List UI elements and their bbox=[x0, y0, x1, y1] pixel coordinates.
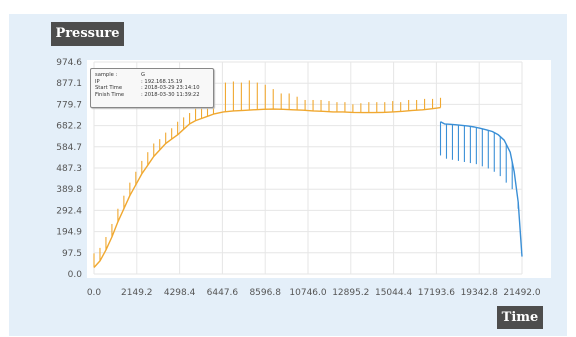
y-axis-title: Pressure bbox=[51, 22, 124, 46]
y-tick-label: 389.8 bbox=[56, 185, 82, 195]
x-tick-label: 10746.0 bbox=[289, 288, 326, 298]
y-tick-label: 194.9 bbox=[56, 228, 82, 238]
x-tick-label: 4298.4 bbox=[164, 288, 196, 298]
y-tick-label: 97.5 bbox=[62, 249, 82, 259]
y-tick-label: 0.0 bbox=[68, 270, 83, 280]
y-tick-label: 292.4 bbox=[56, 206, 82, 216]
x-axis-title: Time bbox=[497, 306, 543, 329]
x-tick-label: 17193.6 bbox=[418, 288, 455, 298]
x-tick-label: 6447.6 bbox=[207, 288, 239, 298]
x-tick-label: 0.0 bbox=[87, 288, 102, 298]
y-tick-label: 779.7 bbox=[56, 100, 82, 110]
x-tick-label: 21492.0 bbox=[503, 288, 540, 298]
y-tick-label: 877.1 bbox=[56, 79, 82, 89]
x-tick-label: 8596.8 bbox=[249, 288, 281, 298]
info-row-sample: sample :G bbox=[95, 72, 146, 78]
info-row-start-time: Start Time: 2018-03-29 23:14:10 bbox=[95, 85, 200, 92]
y-tick-label: 487.3 bbox=[56, 164, 82, 174]
x-tick-label: 12895.2 bbox=[332, 288, 369, 298]
y-tick-label: 584.7 bbox=[56, 143, 82, 153]
sample-info-box: sample :G IP: 192.168.15.19 Start Time: … bbox=[90, 68, 214, 108]
x-tick-label: 15044.4 bbox=[375, 288, 412, 298]
info-row-ip: IP: 192.168.15.19 bbox=[95, 78, 183, 85]
y-tick-label: 974.6 bbox=[56, 58, 82, 68]
x-tick-label: 2149.2 bbox=[121, 288, 153, 298]
series-line-1 bbox=[93, 106, 441, 268]
info-row-finish-time: Finish Time: 2018-03-30 11:39:22 bbox=[95, 91, 200, 98]
y-tick-label: 682.2 bbox=[56, 122, 82, 132]
x-tick-label: 19342.8 bbox=[461, 288, 498, 298]
